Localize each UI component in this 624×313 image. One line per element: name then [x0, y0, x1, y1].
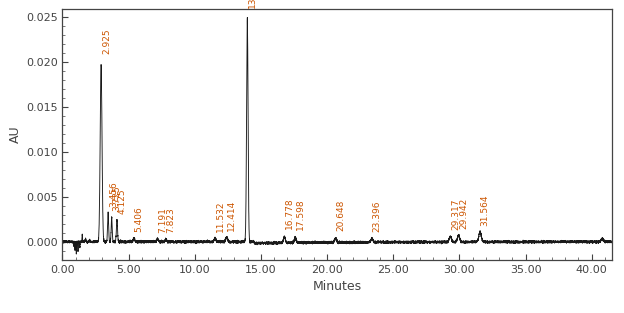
- Text: 2.925: 2.925: [103, 28, 112, 54]
- Text: 13.975: 13.975: [248, 0, 257, 8]
- Text: 4.125: 4.125: [118, 188, 127, 214]
- Text: 29.317: 29.317: [451, 198, 460, 230]
- Y-axis label: AU: AU: [9, 126, 22, 143]
- Text: 7.191: 7.191: [158, 207, 167, 233]
- Text: 5.406: 5.406: [135, 206, 144, 232]
- Text: 31.564: 31.564: [480, 194, 490, 226]
- Text: 29.942: 29.942: [459, 198, 468, 229]
- X-axis label: Minutes: Minutes: [313, 280, 361, 293]
- Text: 12.414: 12.414: [227, 199, 236, 231]
- Text: 3.725: 3.725: [112, 185, 121, 211]
- Text: 17.598: 17.598: [296, 199, 305, 230]
- Text: 7.823: 7.823: [167, 207, 175, 233]
- Text: 23.396: 23.396: [373, 200, 382, 232]
- Text: 20.648: 20.648: [336, 200, 345, 231]
- Text: 11.532: 11.532: [216, 200, 225, 232]
- Text: 3.456: 3.456: [109, 181, 118, 207]
- Text: 16.778: 16.778: [285, 198, 294, 229]
